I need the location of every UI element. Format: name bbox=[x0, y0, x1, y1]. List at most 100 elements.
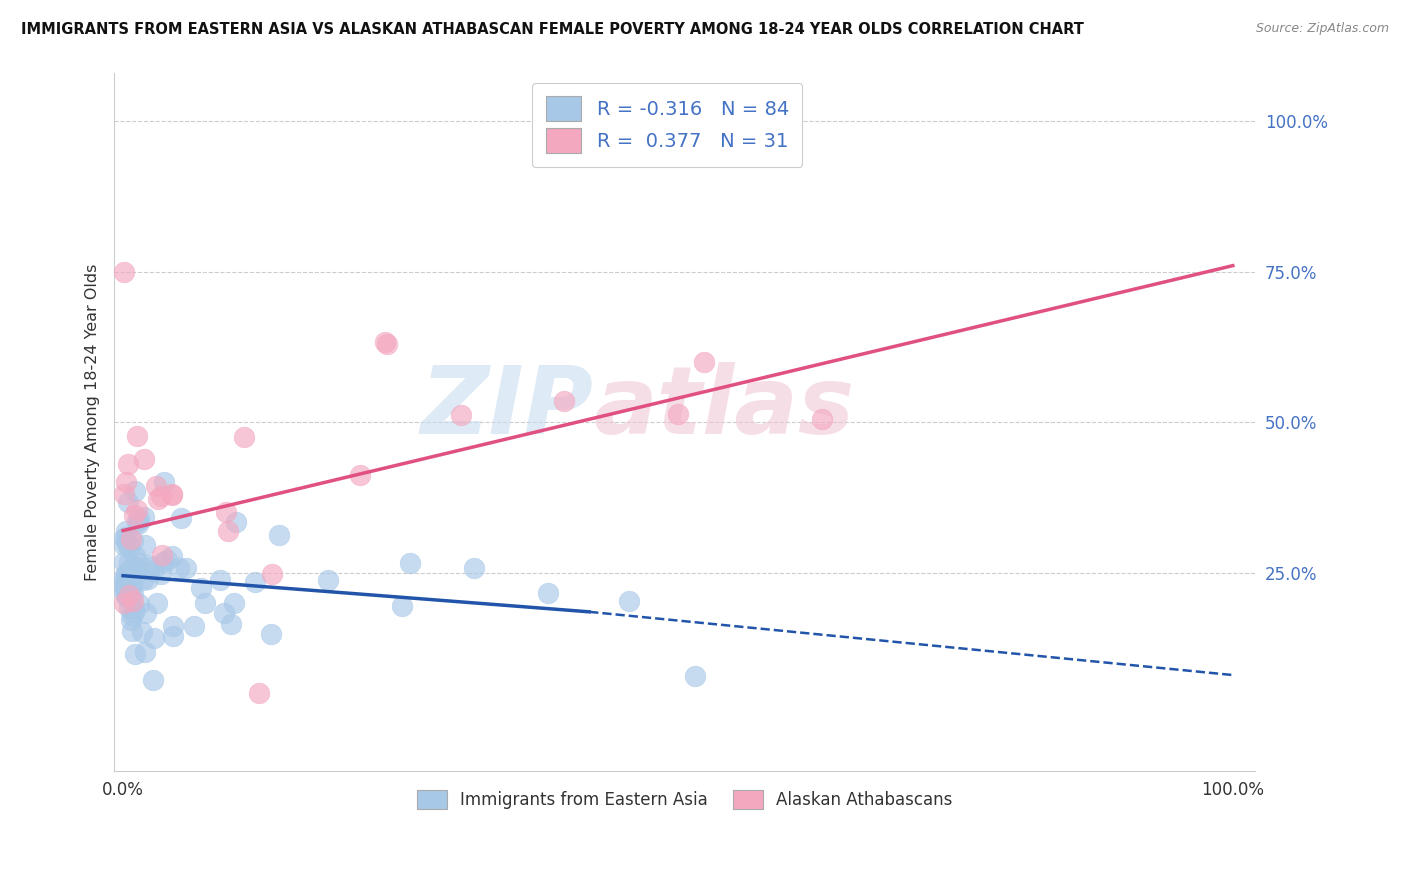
Point bbox=[115, 475, 138, 490]
Point bbox=[145, 479, 167, 493]
Point bbox=[112, 265, 135, 279]
Point bbox=[160, 549, 183, 563]
Point bbox=[162, 629, 184, 643]
Point bbox=[124, 508, 146, 522]
Point bbox=[156, 553, 179, 567]
Point bbox=[118, 569, 141, 583]
Point bbox=[112, 531, 135, 545]
Point bbox=[162, 619, 184, 633]
Point bbox=[121, 578, 143, 592]
Point bbox=[128, 512, 150, 526]
Point bbox=[463, 561, 485, 575]
Point bbox=[142, 564, 165, 578]
Point bbox=[112, 555, 135, 569]
Point bbox=[212, 606, 235, 620]
Point bbox=[247, 686, 270, 700]
Point bbox=[125, 503, 148, 517]
Point bbox=[174, 561, 197, 575]
Point bbox=[685, 669, 707, 683]
Point bbox=[138, 558, 160, 572]
Point bbox=[120, 613, 142, 627]
Point bbox=[692, 355, 714, 369]
Point bbox=[122, 559, 145, 574]
Point bbox=[120, 532, 142, 546]
Point bbox=[118, 555, 141, 569]
Point bbox=[135, 606, 157, 620]
Point bbox=[145, 596, 167, 610]
Point bbox=[112, 584, 135, 599]
Point bbox=[260, 626, 283, 640]
Point bbox=[617, 594, 640, 608]
Point bbox=[124, 549, 146, 564]
Point bbox=[162, 487, 184, 501]
Point bbox=[214, 505, 236, 519]
Point bbox=[118, 600, 141, 615]
Text: IMMIGRANTS FROM EASTERN ASIA VS ALASKAN ATHABASCAN FEMALE POVERTY AMONG 18-24 YE: IMMIGRANTS FROM EASTERN ASIA VS ALASKAN … bbox=[21, 22, 1084, 37]
Point bbox=[121, 586, 143, 600]
Point bbox=[399, 556, 422, 570]
Point bbox=[142, 673, 165, 688]
Point bbox=[124, 483, 146, 498]
Point bbox=[114, 589, 136, 603]
Point bbox=[233, 430, 256, 444]
Point bbox=[260, 567, 283, 582]
Point bbox=[114, 578, 136, 592]
Point bbox=[132, 452, 155, 467]
Point bbox=[112, 487, 135, 501]
Point bbox=[118, 570, 141, 584]
Point bbox=[122, 533, 145, 548]
Point bbox=[115, 537, 138, 551]
Text: Source: ZipAtlas.com: Source: ZipAtlas.com bbox=[1256, 22, 1389, 36]
Point bbox=[153, 475, 176, 489]
Point bbox=[142, 632, 165, 646]
Point bbox=[194, 596, 217, 610]
Point bbox=[112, 538, 135, 552]
Point bbox=[150, 548, 173, 562]
Point bbox=[112, 575, 135, 590]
Point bbox=[122, 605, 145, 619]
Point bbox=[127, 556, 149, 570]
Point bbox=[167, 561, 190, 575]
Point bbox=[375, 337, 398, 351]
Point bbox=[138, 572, 160, 586]
Point bbox=[170, 511, 193, 525]
Point bbox=[114, 582, 136, 597]
Point bbox=[450, 409, 472, 423]
Point bbox=[349, 468, 371, 483]
Point bbox=[152, 556, 174, 570]
Text: atlas: atlas bbox=[593, 362, 855, 454]
Point bbox=[139, 560, 162, 574]
Point bbox=[190, 582, 212, 596]
Point bbox=[118, 540, 141, 554]
Point bbox=[112, 596, 135, 610]
Point bbox=[208, 573, 231, 587]
Point bbox=[121, 624, 143, 639]
Point bbox=[148, 492, 170, 507]
Point bbox=[115, 582, 138, 596]
Point bbox=[150, 489, 173, 503]
Point bbox=[117, 495, 139, 509]
Point bbox=[122, 594, 145, 608]
Point bbox=[183, 619, 205, 633]
Point bbox=[118, 566, 141, 580]
Point bbox=[127, 428, 149, 442]
Point bbox=[132, 509, 155, 524]
Point bbox=[112, 570, 135, 584]
Point bbox=[128, 597, 150, 611]
Point bbox=[115, 530, 138, 544]
Point bbox=[225, 516, 247, 530]
Point bbox=[134, 538, 156, 552]
Point bbox=[118, 588, 141, 602]
Text: ZIP: ZIP bbox=[420, 362, 593, 454]
Point bbox=[117, 458, 139, 472]
Point bbox=[160, 488, 183, 502]
Point bbox=[114, 524, 136, 538]
Point bbox=[120, 589, 142, 603]
Point bbox=[127, 516, 149, 531]
Point bbox=[132, 573, 155, 587]
Y-axis label: Female Poverty Among 18-24 Year Olds: Female Poverty Among 18-24 Year Olds bbox=[86, 263, 100, 581]
Point bbox=[127, 566, 149, 580]
Point bbox=[124, 648, 146, 662]
Point bbox=[537, 586, 560, 600]
Point bbox=[115, 590, 138, 604]
